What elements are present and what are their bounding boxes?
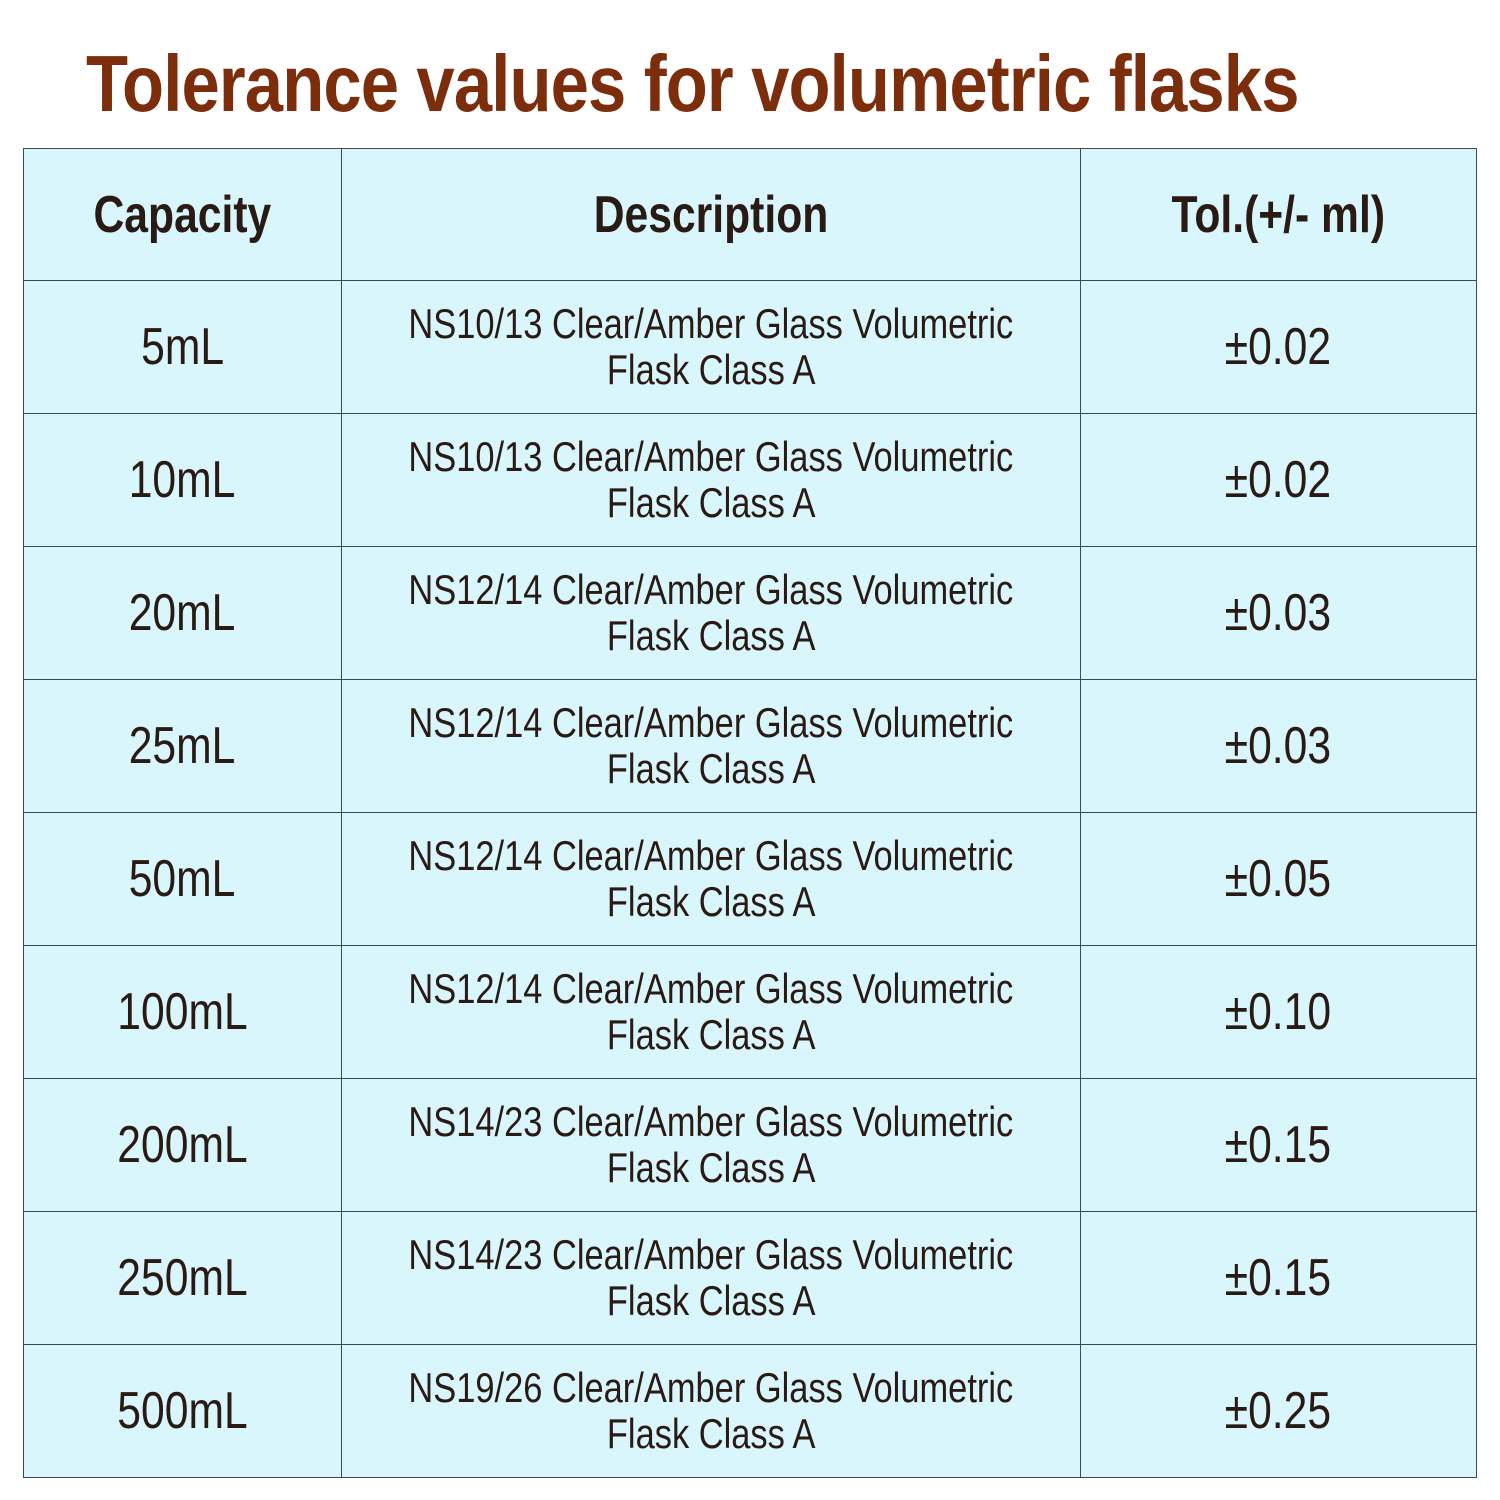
description-cell: NS12/14 Clear/Amber Glass Volumetric Flas… [341,546,1081,680]
description-line-1: NS10/13 Clear/Amber Glass Volumetric [408,433,1014,480]
tolerance-cell: ±0.10 [1079,945,1478,1079]
description-cell: NS10/13 Clear/Amber Glass Volumetric Flas… [341,280,1081,414]
tolerance-value: ±0.03 [1225,717,1332,775]
tolerance-cell: ±0.25 [1079,1344,1478,1478]
table-row: 20mL NS12/14 Clear/Amber Glass Volumetric… [23,546,1478,680]
description-line-1: NS12/14 Clear/Amber Glass Volumetric [408,566,1014,613]
description-line-1: NS12/14 Clear/Amber Glass Volumetric [408,965,1014,1012]
description-cell: NS12/14 Clear/Amber Glass Volumetric Flas… [341,945,1081,1079]
tolerance-value: ±0.15 [1225,1249,1332,1307]
tolerance-value: ±0.03 [1225,584,1332,642]
table-header-row: Capacity Description Tol.(+/- ml) [23,148,1478,281]
description-line-2: Flask Class A [606,1410,816,1457]
description-cell: NS19/26 Clear/Amber Glass Volumetric Flas… [341,1344,1081,1478]
description-line-1: NS10/13 Clear/Amber Glass Volumetric [408,300,1014,347]
tolerance-cell: ±0.02 [1079,280,1478,414]
description-line-2: Flask Class A [606,1277,816,1324]
tolerance-value: ±0.25 [1225,1382,1332,1440]
tolerance-value: ±0.02 [1225,318,1332,376]
capacity-cell: 20mL [23,546,342,680]
header-description: Description [341,148,1081,281]
header-label: Description [593,185,829,244]
description-line-2: Flask Class A [606,612,816,659]
capacity-cell: 250mL [23,1211,342,1345]
description-line-1: NS19/26 Clear/Amber Glass Volumetric [408,1364,1014,1411]
page-title: Tolerance values for volumetric flasks [86,39,1299,128]
description-line-1: NS12/14 Clear/Amber Glass Volumetric [408,699,1014,746]
description-line-1: NS14/23 Clear/Amber Glass Volumetric [408,1231,1014,1278]
description-line-2: Flask Class A [606,878,816,925]
tolerance-value: ±0.05 [1225,850,1332,908]
table-row: 10mL NS10/13 Clear/Amber Glass Volumetric… [23,413,1478,547]
capacity-value: 500mL [117,1382,248,1440]
table-row: 100mL NS12/14 Clear/Amber Glass Volumetri… [23,945,1478,1079]
table-row: 500mL NS19/26 Clear/Amber Glass Volumetri… [23,1344,1478,1478]
tolerance-cell: ±0.03 [1079,679,1478,813]
description-line-1: NS12/14 Clear/Amber Glass Volumetric [408,832,1014,879]
capacity-cell: 50mL [23,812,342,946]
description-cell: NS14/23 Clear/Amber Glass Volumetric Flas… [341,1078,1081,1212]
tolerance-value: ±0.15 [1225,1116,1332,1174]
table-row: 200mL NS14/23 Clear/Amber Glass Volumetri… [23,1078,1478,1212]
capacity-cell: 25mL [23,679,342,813]
table-row: 5mL NS10/13 Clear/Amber Glass Volumetric F… [23,280,1478,414]
capacity-value: 20mL [129,584,236,642]
capacity-value: 250mL [117,1249,248,1307]
description-line-1: NS14/23 Clear/Amber Glass Volumetric [408,1098,1014,1145]
header-capacity: Capacity [23,148,342,281]
tolerance-value: ±0.02 [1225,451,1332,509]
tolerance-cell: ±0.02 [1079,413,1478,547]
capacity-value: 100mL [117,983,248,1041]
capacity-value: 5mL [141,318,224,376]
tolerance-table: Capacity Description Tol.(+/- ml) 5mL NS1… [23,148,1478,1478]
capacity-value: 10mL [129,451,236,509]
table-row: 250mL NS14/23 Clear/Amber Glass Volumetri… [23,1211,1478,1345]
tolerance-cell: ±0.03 [1079,546,1478,680]
description-cell: NS10/13 Clear/Amber Glass Volumetric Flas… [341,413,1081,547]
description-line-2: Flask Class A [606,1144,816,1191]
capacity-cell: 10mL [23,413,342,547]
tolerance-value: ±0.10 [1225,983,1332,1041]
description-line-2: Flask Class A [606,745,816,792]
tolerance-cell: ±0.05 [1079,812,1478,946]
tolerance-cell: ±0.15 [1079,1211,1478,1345]
description-line-2: Flask Class A [606,1011,816,1058]
capacity-value: 25mL [129,717,236,775]
capacity-cell: 200mL [23,1078,342,1212]
description-cell: NS14/23 Clear/Amber Glass Volumetric Flas… [341,1211,1081,1345]
description-cell: NS12/14 Clear/Amber Glass Volumetric Flas… [341,679,1081,813]
capacity-value: 200mL [117,1116,248,1174]
header-label: Tol.(+/- ml) [1171,185,1386,244]
header-label: Capacity [93,185,272,244]
tolerance-cell: ±0.15 [1079,1078,1478,1212]
capacity-cell: 500mL [23,1344,342,1478]
table-row: 25mL NS12/14 Clear/Amber Glass Volumetric… [23,679,1478,813]
capacity-cell: 100mL [23,945,342,1079]
description-line-2: Flask Class A [606,346,816,393]
header-tolerance: Tol.(+/- ml) [1079,148,1478,281]
description-cell: NS12/14 Clear/Amber Glass Volumetric Flas… [341,812,1081,946]
description-line-2: Flask Class A [606,479,816,526]
capacity-value: 50mL [129,850,236,908]
capacity-cell: 5mL [23,280,342,414]
table-row: 50mL NS12/14 Clear/Amber Glass Volumetric… [23,812,1478,946]
